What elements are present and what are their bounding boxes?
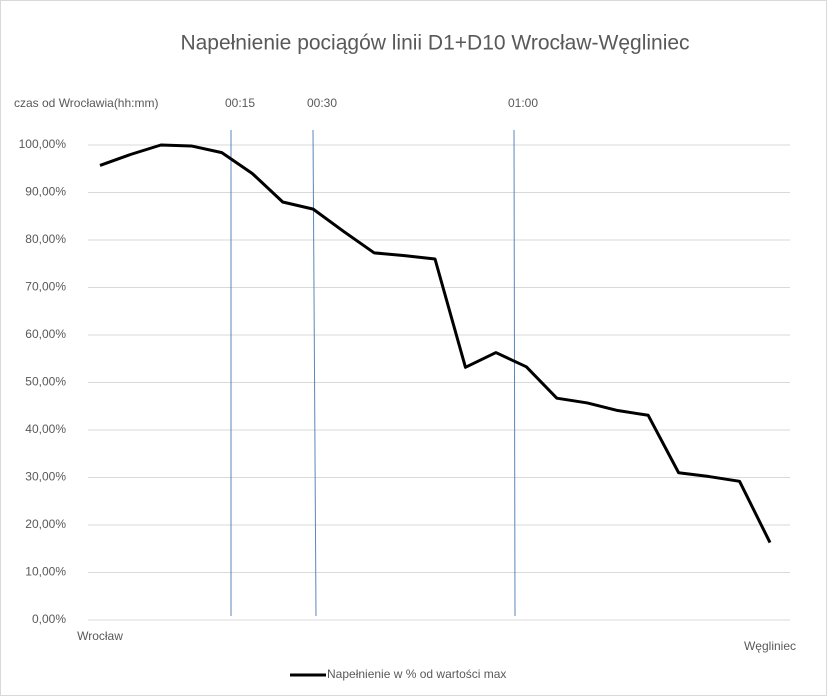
chart-title: Napełnienie pociągów linii D1+D10 Wrocła… xyxy=(180,32,689,55)
y-tick-label: 50,00% xyxy=(25,375,66,389)
y-tick-label: 0,00% xyxy=(32,612,66,626)
y-tick-label: 20,00% xyxy=(25,517,66,531)
data-line xyxy=(99,143,772,544)
x-tick-label: Wrocław xyxy=(77,629,123,643)
y-tick-label: 10,00% xyxy=(25,565,66,579)
y-tick-label: 80,00% xyxy=(25,232,66,246)
y-tick-label: 90,00% xyxy=(25,185,66,199)
y-tick-label: 70,00% xyxy=(25,280,66,294)
time-label: 00:15 xyxy=(225,96,255,110)
x-tick-label: Węgliniec xyxy=(744,639,796,653)
y-tick-label: 60,00% xyxy=(25,327,66,341)
time-label: 01:00 xyxy=(508,96,538,110)
axis-note: czas od Wrocławia(hh:mm) xyxy=(14,96,158,110)
y-tick-label: 40,00% xyxy=(25,422,66,436)
time-label: 00:30 xyxy=(307,96,337,110)
legend-label: Napełnienie w % od wartości max xyxy=(327,667,506,681)
y-tick-label: 30,00% xyxy=(25,470,66,484)
time-marker xyxy=(513,129,516,617)
y-tick-label: 100,00% xyxy=(19,137,67,151)
